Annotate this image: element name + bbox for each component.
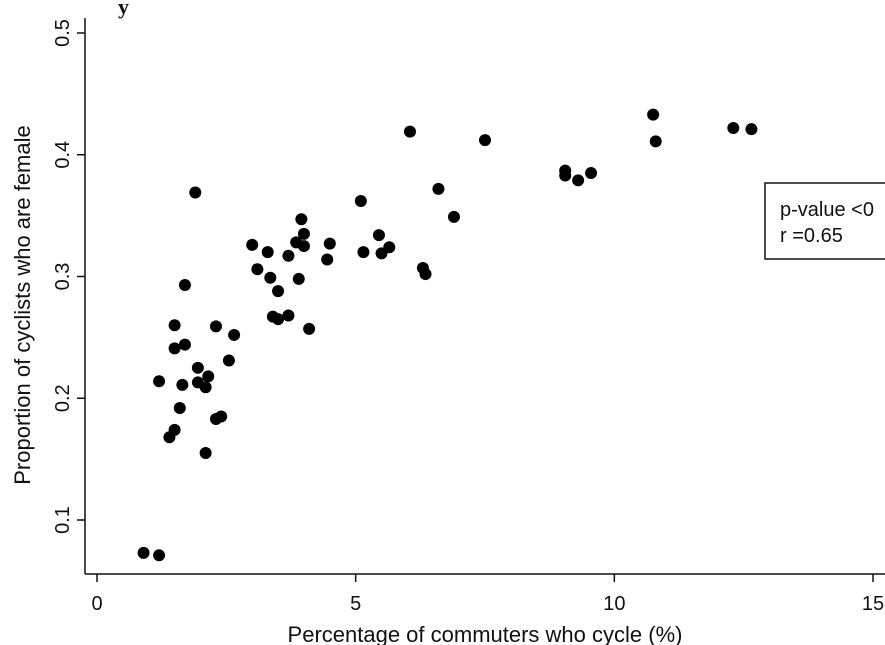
data-point (383, 241, 396, 254)
data-point (222, 354, 235, 367)
y-axis-title: Proportion of cyclists who are female (10, 125, 35, 485)
annotation-line-1: p-value <0 (780, 199, 874, 221)
data-point (297, 227, 310, 240)
data-point (153, 549, 166, 562)
data-point (178, 279, 191, 292)
x-tick-label: 5 (350, 593, 361, 615)
data-point (297, 240, 310, 253)
y-tick-label: 0.2 (52, 384, 74, 412)
data-point (745, 123, 758, 136)
data-point (354, 195, 367, 208)
x-tick-label: 10 (603, 593, 625, 615)
data-point (321, 253, 334, 266)
stats-annotation-box: p-value <0 r =0.65 (764, 182, 885, 260)
x-tick-label: 0 (91, 593, 102, 615)
data-point (228, 328, 241, 341)
y-tick-label: 0.1 (52, 506, 74, 534)
data-point (282, 249, 295, 262)
data-point (447, 210, 460, 223)
data-point (264, 271, 277, 284)
data-point (572, 174, 585, 187)
plot-area (137, 108, 758, 562)
data-point (153, 375, 166, 388)
data-point (727, 121, 740, 134)
data-point (168, 423, 181, 436)
data-point (202, 370, 215, 383)
data-point (209, 320, 222, 333)
annotation-line-2: r =0.65 (780, 225, 843, 247)
data-point (303, 322, 316, 335)
data-point (215, 410, 228, 423)
data-point (585, 167, 598, 180)
axes: 0 5 10 15 0.1 0.2 0.3 0.4 0.5 (52, 18, 885, 615)
data-point (168, 319, 181, 332)
data-point (295, 213, 308, 226)
data-point (178, 338, 191, 351)
data-point (419, 268, 432, 281)
data-point (272, 313, 285, 326)
data-point (372, 229, 385, 242)
data-point (323, 237, 336, 250)
data-point (357, 246, 370, 259)
data-point (189, 186, 202, 199)
data-point (251, 263, 264, 276)
data-point (261, 246, 274, 259)
data-point (173, 401, 186, 414)
data-point (647, 108, 660, 121)
data-point (292, 272, 305, 285)
data-point (649, 135, 662, 148)
y-tick-label: 0.3 (52, 263, 74, 291)
data-point (246, 238, 259, 251)
x-axis-title: Percentage of commuters who cycle (%) (288, 622, 683, 645)
data-point (479, 134, 491, 147)
y-tick-label: 0.5 (52, 19, 74, 47)
data-point (168, 342, 181, 355)
data-point (191, 361, 204, 374)
data-point (403, 125, 416, 138)
data-point (199, 381, 212, 394)
data-point (432, 182, 445, 195)
y-tick-label: 0.4 (52, 141, 74, 169)
data-point (282, 309, 295, 322)
data-point (199, 447, 212, 460)
x-tick-label: 15 (862, 593, 884, 615)
data-point (176, 378, 189, 391)
data-point (559, 164, 572, 177)
chart-title: y (118, 0, 129, 19)
data-point (137, 546, 150, 559)
data-point (272, 285, 285, 298)
